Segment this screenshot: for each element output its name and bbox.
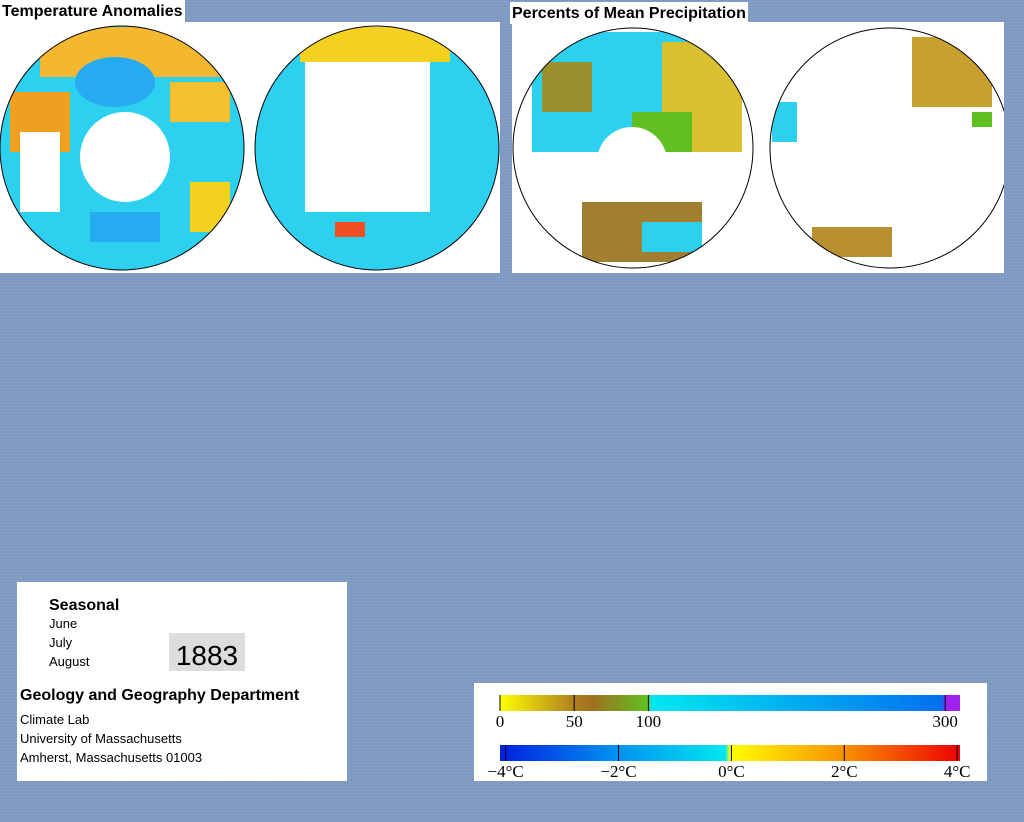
panel-title: Temperature Anomalies [0, 0, 185, 22]
globe [512, 27, 754, 269]
map-fill [770, 28, 1004, 268]
tick-label: −2°C [600, 762, 636, 781]
globe [254, 25, 500, 271]
tick-label: −4°C [488, 762, 524, 781]
precipitation-maps [512, 22, 1004, 273]
tick-label: 0°C [718, 762, 745, 781]
tick-label: 4°C [944, 762, 971, 781]
legend: 0 50 100 300 −4°C −2°C 0°C 2°C 4°C [474, 683, 987, 781]
year: 1883 [169, 633, 245, 671]
address-line: Climate Lab [20, 712, 90, 727]
tick-label: 300 [932, 712, 958, 731]
address-line: Amherst, Massachusetts 01003 [20, 750, 203, 765]
department: Geology and Geography Department [20, 687, 300, 704]
tick-label: 0 [496, 712, 505, 731]
color-bar [500, 695, 960, 711]
month: June [49, 616, 78, 631]
month: August [49, 654, 90, 669]
tick-label: 2°C [831, 762, 858, 781]
color-bar [500, 745, 960, 761]
tick-label: 100 [636, 712, 662, 731]
map-fill [513, 28, 753, 268]
globe [769, 27, 1004, 269]
temperature-maps [0, 22, 500, 273]
season-label: Seasonal [49, 597, 120, 614]
panel-title: Percents of Mean Precipitation [510, 2, 748, 24]
address-line: University of Massachusetts [20, 731, 182, 746]
month: July [49, 635, 73, 650]
info-box: Seasonal June July August 1883 Geology a… [17, 582, 347, 781]
tick-label: 50 [566, 712, 583, 731]
globe [0, 25, 245, 271]
